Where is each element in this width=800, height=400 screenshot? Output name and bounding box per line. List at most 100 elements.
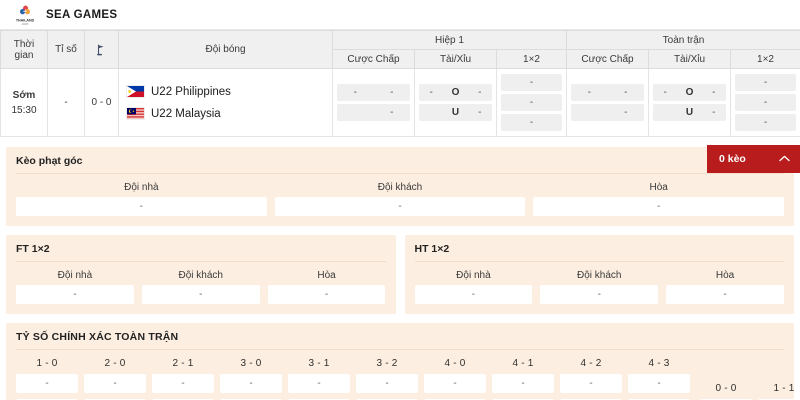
ft-1x2-home-odds: - [763,77,768,88]
ht-1x2-value-away[interactable]: - [540,285,659,304]
keo-count-label: 0 kèo [719,153,746,165]
match-teams-cell[interactable]: U22 Philippines [118,68,333,137]
ht-under-odds: - [478,107,482,118]
ht-handicap-odds-2: - [390,107,394,118]
correct-score-draw-columns: 0 - 0-1 - 1-2 - 2-3 - 3-4 - 4-AOS- [700,379,800,400]
correct-score-value[interactable]: - [288,374,350,393]
col-header-ft-1x2: 1×2 [730,49,800,69]
correct-score-value[interactable]: - [152,374,214,393]
ht-overunder-cell[interactable]: - O - U - [414,68,497,137]
ft-1x2-col-draw: Hòa - [267,266,386,304]
match-score: - [47,68,85,137]
corner-kick-value-home[interactable]: - [16,197,267,216]
correct-score-value[interactable]: - [560,374,622,393]
ft-handicap-row-1[interactable]: - - [571,84,645,101]
corner-kick-col-draw: Hòa - [533,178,785,216]
ht-handicap-line-1: - [353,87,357,98]
col-group-full-time: Toàn trận [566,30,800,50]
ht-over-row[interactable]: - O - [419,84,492,101]
ht-1x2-draw[interactable]: - [501,94,563,111]
correct-score-column: 2 - 1-- [152,354,214,400]
ft-under-row[interactable]: U - [653,104,727,121]
ht-1x2-value-draw[interactable]: - [666,285,784,304]
ft-1x2-value-draw[interactable]: - [267,285,386,304]
correct-score-label: 3 - 0 [240,358,262,369]
correct-score-column: 3 - 0-- [220,354,282,400]
corner-kick-head-home: Đội nhà [124,182,159,193]
ft-over-tag: O [685,87,694,98]
correct-score-value[interactable]: - [424,374,486,393]
correct-score-label: 4 - 3 [648,358,670,369]
ht-1x2-value-home[interactable]: - [414,285,533,304]
markets-panels: Kèo phạt góc Đội nhà - Đội khách - Hòa -… [0,137,800,400]
correct-score-value[interactable]: - [492,374,554,393]
ft-overunder-cell[interactable]: - O - U - [648,68,732,137]
ft-1x2-value-home[interactable]: - [16,285,134,304]
ht-handicap-cell[interactable]: - - - [332,68,415,137]
correct-score-value[interactable]: - [628,374,690,393]
correct-score-label: 3 - 2 [376,358,398,369]
ft-1x2-head-draw: Hòa [317,270,336,281]
col-group-first-half: Hiệp 1 [331,30,568,50]
ft-1x2-cell[interactable]: - - - [730,68,800,137]
svg-text:THAILAND: THAILAND [16,18,35,22]
corner-kick-value-away[interactable]: - [274,197,526,216]
correct-score-home-columns: 1 - 0--2 - 0--2 - 1--3 - 0--3 - 1--3 - 2… [16,354,690,400]
ft-under-odds: - [712,107,716,118]
correct-score-column: 4 - 2-- [560,354,622,400]
ft-handicap-cell[interactable]: - - - [566,68,650,137]
correct-score-value[interactable]: - [16,374,78,393]
sea-games-thailand-logo-icon: THAILAND 2025 [12,2,38,28]
team-away: U22 Malaysia [127,103,332,125]
corner-kick-head-away: Đội khách [377,182,423,193]
ft-1x2-value-away[interactable]: - [141,285,260,304]
correct-score-column: 4 - 1-- [492,354,554,400]
correct-score-label: 3 - 1 [308,358,330,369]
ht-handicap-row-1[interactable]: - - [337,84,410,101]
panel-ht-1x2: HT 1×2 Đội nhà - Đội khách - Hòa - [404,235,794,314]
corner-kick-value-draw[interactable]: - [533,197,785,216]
ht-handicap-row-2[interactable]: - [337,104,410,121]
ht-1x2-col-away: Đội khách - [540,266,659,304]
team-away-name: U22 Malaysia [151,107,221,120]
ht-1x2-col-home: Đội nhà - [414,266,533,304]
correct-score-value[interactable]: - [84,374,146,393]
panel-corner-kick-title: Kèo phạt góc [16,155,784,174]
ft-1x2-head-home: Đội nhà [57,270,93,281]
correct-score-home-grid: 1 - 0--2 - 0--2 - 1--3 - 0--3 - 1--3 - 2… [16,354,690,400]
corner-kick-col-away: Đội khách - [274,178,526,216]
correct-score-label: 2 - 1 [172,358,194,369]
col-header-time: Thời gian [0,30,48,69]
ft-handicap-row-2[interactable]: - [571,104,645,121]
col-header-ft-handicap: Cược Chấp [566,49,650,69]
ft-1x2-home[interactable]: - [735,74,797,91]
league-header: THAILAND 2025 SEA GAMES [0,0,800,30]
correct-score-column: 3 - 1-- [288,354,350,400]
correct-score-column: 0 - 0- [700,379,752,400]
ht-1x2-away[interactable]: - [501,114,563,131]
ft-1x2-away[interactable]: - [735,114,797,131]
ft-1x2-col-away: Đội khách - [141,266,260,304]
ft-1x2-away-odds: - [763,117,768,128]
ft-over-odds: - [712,87,716,98]
correct-score-value[interactable]: - [356,374,418,393]
ht-1x2-head-draw: Hòa [715,270,735,281]
ht-under-row[interactable]: U - [419,104,492,121]
ht-1x2-home-odds: - [529,77,534,88]
correct-score-draw-grid: 0 - 0-1 - 1-2 - 2-3 - 3-4 - 4-AOS- [700,379,800,400]
correct-score-label: 4 - 1 [512,358,534,369]
panel-correct-score-title: TỶ SỐ CHÍNH XÁC TOÀN TRẬN [16,331,784,350]
ft-over-row[interactable]: - O - [653,84,727,101]
ht-1x2-home[interactable]: - [501,74,563,91]
ft-1x2-draw[interactable]: - [735,94,797,111]
corner-kick-col-home: Đội nhà - [16,178,267,216]
correct-score-column: 3 - 2-- [356,354,418,400]
match-row[interactable]: Sớm 15:30 - 0 - 0 [0,68,800,137]
ht-over-line: - [429,87,433,98]
ht-1x2-cell[interactable]: - - - [495,68,568,137]
keo-count-toggle[interactable]: 0 kèo [707,145,800,173]
correct-score-label: 4 - 2 [580,358,602,369]
correct-score-value[interactable]: - [220,374,282,393]
panel-ft-1x2-title: FT 1×2 [16,243,386,262]
